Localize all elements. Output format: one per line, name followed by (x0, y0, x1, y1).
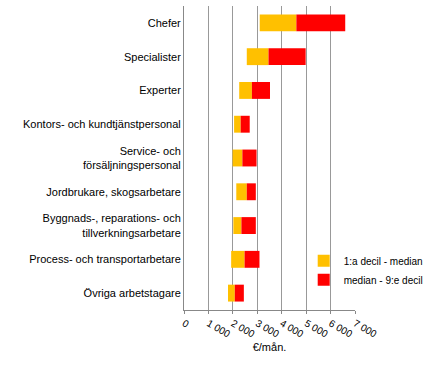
svg-text:4 000: 4 000 (278, 318, 306, 340)
svg-text:median - 9:e decil: median - 9:e decil (344, 275, 423, 286)
svg-text:0: 0 (181, 318, 192, 331)
svg-text:3 000: 3 000 (254, 318, 282, 340)
svg-text:2 000: 2 000 (229, 318, 257, 340)
svg-text:Byggnads-, reparations- ochtil: Byggnads-, reparations- ochtillverknings… (43, 212, 181, 238)
svg-text:Experter: Experter (139, 84, 181, 96)
svg-text:Övriga arbetstagare: Övriga arbetstagare (84, 287, 181, 299)
svg-text:1 000: 1 000 (205, 318, 233, 340)
svg-text:Specialister: Specialister (124, 51, 181, 63)
svg-text:Chefer: Chefer (148, 17, 181, 29)
svg-text:Kontors- och kundtjänstpersona: Kontors- och kundtjänstpersonal (23, 118, 181, 130)
svg-text:Process- och transportarbetare: Process- och transportarbetare (29, 253, 181, 265)
svg-text:6 000: 6 000 (327, 318, 355, 340)
svg-text:5 000: 5 000 (303, 318, 331, 340)
svg-text:Service- ochförsäljningsperson: Service- ochförsäljningspersonal (83, 145, 181, 171)
svg-text:€/mån.: €/mån. (253, 341, 287, 353)
svg-text:1:a decil - median: 1:a decil - median (344, 256, 423, 267)
svg-text:7 000: 7 000 (352, 318, 380, 340)
svg-text:Jordbrukare, skogsarbetare: Jordbrukare, skogsarbetare (46, 186, 181, 198)
